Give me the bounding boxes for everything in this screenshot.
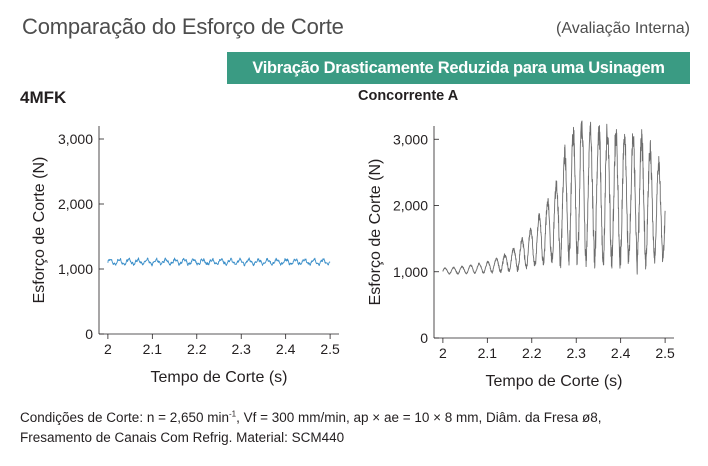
x-tick-label: 2.4 (276, 341, 296, 357)
y-axis-title: Esforço de Corte (N) (31, 157, 48, 304)
x-tick-label: 2 (439, 345, 447, 361)
cutting-conditions: Condições de Corte: n = 2,650 min-1, Vf … (20, 408, 700, 448)
x-tick-label: 2.5 (655, 345, 675, 361)
y-tick-label: 2,000 (393, 198, 428, 214)
x-tick-label: 2.3 (566, 345, 586, 361)
y-tick-label: 2,000 (58, 196, 93, 212)
x-tick-label: 2.5 (320, 341, 340, 357)
x-tick-label: 2.1 (143, 341, 163, 357)
highlight-banner: Vibração Drasticamente Reduzida para uma… (227, 52, 690, 109)
y-tick-label: 3,000 (58, 131, 93, 147)
series-line (107, 257, 331, 267)
y-tick-label: 0 (85, 326, 93, 342)
conditions-line-2: Fresamento de Canais Com Refrig. Materia… (20, 430, 345, 445)
x-axis-title: Tempo de Corte (s) (151, 369, 288, 386)
x-tick-label: 2.2 (187, 341, 207, 357)
x-tick-label: 2.1 (478, 345, 498, 361)
panel-label-4mfk: 4MFK (20, 88, 67, 107)
y-tick-label: 1,000 (58, 261, 93, 277)
chart-4mfk: 0 1,000 2,000 3,000 2 2.1 2.2 2.3 2.4 2.5 Tempo de… (31, 126, 340, 386)
y-tick-label: 1,000 (393, 264, 428, 280)
y-tick-label: 3,000 (393, 131, 428, 147)
conditions-part-1: Condições de Corte: n = 2,650 min (20, 410, 229, 425)
panel-label-competitor: Concorrente A (358, 88, 459, 104)
y-tick-label: 0 (420, 330, 428, 346)
x-axis-title: Tempo de Corte (s) (486, 373, 623, 390)
x-tick-label: 2.3 (231, 341, 251, 357)
series-line (442, 120, 666, 275)
evaluation-note: (Avaliação Interna) (556, 20, 690, 37)
page-title: Comparação do Esforço de Corte (22, 14, 344, 39)
x-tick-label: 2.4 (611, 345, 631, 361)
y-axis-title: Esforço de Corte (N) (367, 159, 384, 306)
x-tick-label: 2 (104, 341, 112, 357)
x-tick-label: 2.2 (522, 345, 542, 361)
conditions-part-2: , Vf = 300 mm/min, ap × ae = 10 × 8 mm, … (236, 410, 602, 425)
conditions-superscript: -1 (229, 409, 237, 419)
chart-competitor-a: 0 1,000 2,000 3,000 2 2.1 2.2 2.3 2.4 2.5 Tempo de… (367, 120, 675, 390)
